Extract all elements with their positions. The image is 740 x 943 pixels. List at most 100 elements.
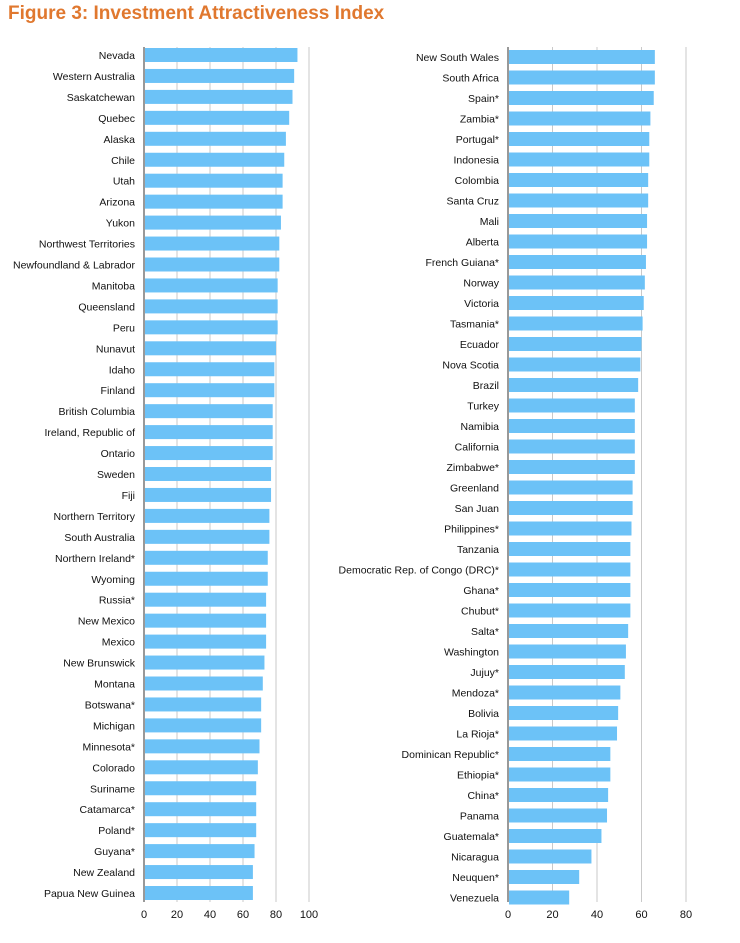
bar — [145, 550, 268, 565]
category-label: Salta* — [471, 626, 499, 638]
category-label: Nevada — [99, 50, 135, 62]
bar — [509, 173, 649, 187]
category-label: Alaska — [103, 134, 135, 146]
category-label: Utah — [113, 176, 135, 188]
category-label: Indonesia — [453, 155, 499, 167]
category-label: British Columbia — [59, 406, 136, 418]
chart-left: 0 20 40 60 80 100 Nevada Western Australia Saska… — [13, 47, 318, 921]
bar — [509, 193, 649, 208]
category-label: California — [455, 442, 500, 454]
bar — [145, 865, 253, 880]
category-label: Neuquen* — [452, 872, 499, 884]
bar — [145, 739, 260, 754]
category-label: Namibia — [460, 421, 499, 433]
bar — [145, 48, 298, 62]
bar — [509, 316, 643, 331]
category-label: Greenland — [450, 483, 499, 495]
x-tick-label: 20 — [171, 909, 183, 921]
category-label: Suriname — [90, 783, 135, 795]
category-label: Venezuela — [450, 893, 499, 905]
bar — [509, 398, 635, 413]
x-tick-label: 80 — [270, 909, 282, 921]
bar — [145, 718, 262, 733]
x-tick-label: 0 — [141, 909, 147, 921]
category-label: Idaho — [109, 364, 135, 376]
chart-right: 0 20 40 60 80 New South Wales South Africa Spai… — [339, 47, 692, 921]
bar — [509, 562, 631, 577]
bar — [509, 50, 655, 64]
bar — [509, 214, 648, 228]
bar — [145, 529, 270, 544]
bar — [509, 706, 619, 720]
category-label: New Zealand — [73, 867, 135, 879]
category-label: Washington — [444, 647, 499, 659]
bar — [145, 823, 257, 838]
x-tick-label: 60 — [237, 909, 249, 921]
category-label: Alberta — [466, 237, 499, 249]
x-tick-label: 60 — [635, 909, 647, 921]
bar — [145, 487, 272, 502]
category-label: Nunavut — [96, 343, 135, 355]
bar — [509, 439, 635, 454]
category-label: Dominican Republic* — [402, 749, 499, 761]
bar — [145, 571, 268, 586]
bar — [145, 613, 267, 628]
bar — [509, 747, 611, 761]
bar — [509, 870, 580, 884]
bar — [509, 70, 655, 85]
category-label: Peru — [113, 322, 135, 334]
bar — [145, 508, 270, 523]
bar — [145, 886, 253, 900]
bar — [509, 808, 608, 823]
category-label: Michigan — [93, 720, 135, 732]
bar — [145, 320, 278, 335]
category-label: Catamarca* — [80, 804, 135, 816]
bar — [145, 173, 283, 188]
category-label: Jujuy* — [470, 667, 499, 679]
bar — [509, 685, 621, 700]
bar — [509, 357, 641, 372]
bar — [145, 781, 257, 796]
category-label: Northwest Territories — [39, 239, 135, 251]
category-label: New South Wales — [416, 52, 499, 64]
bar — [509, 767, 611, 782]
category-label: Wyoming — [91, 574, 135, 586]
bar — [145, 278, 278, 293]
bar — [145, 236, 280, 251]
category-label: Philippines* — [444, 524, 499, 536]
bar — [509, 296, 644, 310]
category-label: Spain* — [468, 93, 499, 105]
bar — [145, 383, 275, 398]
category-label: Chubut* — [461, 606, 499, 618]
bar — [509, 583, 631, 597]
category-label: Nova Scotia — [442, 360, 499, 372]
bar — [509, 91, 654, 105]
page-title: Figure 3: Investment Attractiveness Inde… — [8, 3, 385, 24]
bar — [145, 592, 267, 607]
category-label: Botswana* — [85, 699, 135, 711]
category-label: Russia* — [99, 595, 135, 607]
category-label: Zambia* — [460, 114, 499, 126]
bar — [145, 299, 278, 314]
bar — [509, 275, 645, 290]
category-label: Saskatchewan — [67, 92, 135, 104]
category-label: Northern Territory — [54, 511, 136, 523]
category-label: Western Australia — [53, 71, 135, 83]
category-label: South Africa — [442, 73, 499, 85]
bar — [145, 362, 275, 377]
category-label: Montana — [94, 679, 135, 691]
category-label: Mexico — [102, 637, 135, 649]
bar — [145, 844, 255, 859]
category-label: Portugal* — [456, 134, 499, 146]
category-label: Manitoba — [92, 280, 135, 292]
bar — [509, 788, 609, 802]
x-tick-label: 40 — [591, 909, 603, 921]
bar — [145, 467, 272, 481]
category-label: Chile — [111, 155, 135, 167]
bar — [509, 480, 633, 495]
category-label: Nicaragua — [451, 852, 499, 864]
bar — [509, 132, 650, 146]
bar — [145, 341, 276, 356]
category-label: Poland* — [98, 825, 135, 837]
bar — [145, 131, 286, 146]
